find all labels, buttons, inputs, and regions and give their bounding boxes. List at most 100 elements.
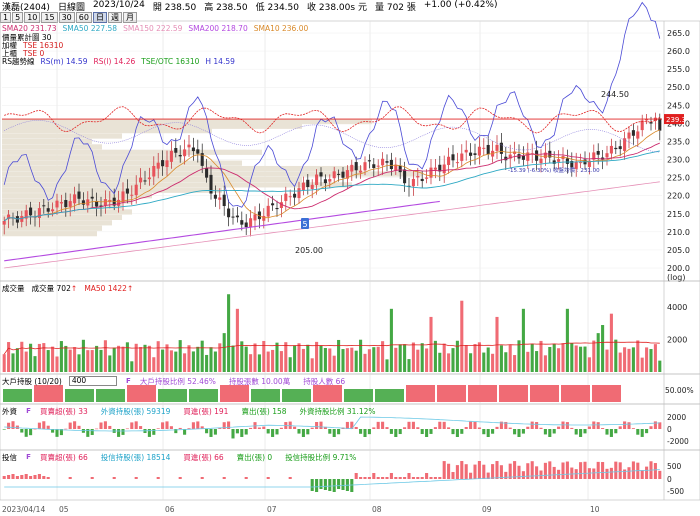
foreign-net-bar (535, 422, 539, 429)
timeframe-button-3[interactable]: 15 (41, 12, 58, 23)
volume-bar (249, 354, 253, 372)
candle-body (249, 218, 253, 228)
foreign-axis-label: 2000 (667, 413, 686, 422)
volume-bar (341, 349, 345, 372)
volume-bar (504, 352, 508, 372)
foreign-net-bar (354, 426, 358, 429)
foreign-net-bar (460, 429, 464, 434)
candle-body (7, 214, 11, 219)
volume-bar (526, 351, 530, 372)
trust-net-bar (381, 477, 385, 479)
foreign-net-bar (11, 421, 15, 429)
foreign-net-bar (42, 421, 46, 429)
trust-net-bar (359, 477, 363, 479)
foreign-net-bar (442, 421, 446, 429)
trust-net-bar (513, 461, 517, 479)
volume-bar (37, 343, 41, 372)
foreign-net-bar (59, 429, 63, 436)
candle-body (473, 153, 477, 155)
timeframe-button-2[interactable]: 10 (24, 12, 41, 23)
foreign-net-bar (95, 428, 99, 430)
foreign-net-bar (99, 422, 103, 429)
threshold-input[interactable]: 400 (68, 376, 117, 386)
volume-bar (433, 340, 437, 372)
candle-body (521, 155, 525, 160)
volume-bar (134, 343, 138, 372)
foreign-net-bar (359, 429, 363, 434)
candle-body (332, 171, 336, 179)
foreign-net-bar (398, 429, 402, 435)
trust-net-bar (477, 461, 481, 479)
volume-profile-bar (2, 144, 102, 150)
candle-body (315, 174, 319, 186)
foreign-net-bar (103, 421, 107, 429)
quote-date: 2023/10/24 (92, 0, 145, 10)
volume-bar (319, 345, 323, 372)
price-tick-label: 220.0 (667, 192, 690, 201)
trust-net-bar (266, 477, 270, 479)
trust-net-bar (372, 473, 376, 479)
foreign-net-bar (363, 429, 367, 437)
foreign-net-bar (407, 421, 411, 429)
foreign-net-bar (464, 427, 468, 429)
candle-body (121, 191, 125, 202)
foreign-net-bar (2, 429, 6, 430)
formula-icon[interactable]: F (26, 452, 31, 461)
formula-icon[interactable]: F (26, 406, 31, 415)
volume-bar (121, 346, 125, 372)
volume-bar (196, 346, 200, 372)
candle-body (301, 182, 305, 190)
trust-net-bar (570, 467, 574, 479)
formula-icon[interactable]: F (125, 376, 131, 385)
foreign-net-bar (425, 429, 429, 437)
timeframe-button-1[interactable]: 5 (12, 12, 24, 23)
volume-bar (614, 339, 618, 372)
foreign-net-bar (420, 429, 424, 435)
foreign-net-bar (477, 427, 481, 429)
candle-body (235, 215, 239, 218)
foreign-net-bar (20, 429, 24, 433)
candle-body (143, 180, 147, 182)
foreign-net-bar (315, 421, 319, 429)
trust-net-bar (548, 461, 552, 479)
candle-body (222, 194, 226, 207)
volume-bar (482, 352, 486, 372)
foreign-net-bar (645, 429, 649, 434)
trust-net-bar (565, 461, 569, 479)
volume-bar (262, 340, 266, 372)
price-tick-label: 215.0 (667, 210, 690, 219)
trust-net-bar (491, 464, 495, 479)
candle-body (134, 184, 138, 196)
candle-body (55, 200, 59, 208)
foreign-net-bar (46, 425, 50, 429)
candle-body (451, 154, 455, 161)
big-player-bar (437, 385, 466, 402)
foreign-net-bar (521, 429, 525, 434)
timeframe-button-6[interactable]: 日 (92, 12, 107, 23)
timeframe-button-7[interactable]: 週 (107, 12, 122, 23)
timeframe-button-8[interactable]: 月 (122, 12, 137, 23)
timeframe-button-4[interactable]: 30 (58, 12, 75, 23)
legend-item: H 14.59 (205, 57, 235, 66)
tse-line (4, 120, 660, 153)
timeframe-button-5[interactable]: 60 (75, 12, 92, 23)
candle-body (618, 146, 622, 150)
foreign-net-bar (491, 429, 495, 434)
volume-profile-bar (2, 118, 372, 125)
candle-body (592, 152, 596, 160)
volume-bar (253, 343, 257, 372)
price-tick-label: 265.0 (667, 29, 690, 38)
trust-net-bar (20, 475, 24, 479)
big-player-bar (189, 389, 218, 402)
foreign-net-bar (319, 421, 323, 429)
trust-net-bar (583, 461, 587, 479)
candle-body (508, 154, 512, 159)
foreign-net-bar (33, 428, 37, 430)
volume-bar (460, 300, 464, 372)
volume-bar (389, 308, 393, 372)
trust-net-bar (530, 461, 534, 479)
volume-bar (328, 348, 332, 372)
foreign-net-bar (121, 429, 125, 435)
timeframe-button-0[interactable]: 1 (0, 12, 12, 23)
volume-bar (323, 347, 327, 372)
